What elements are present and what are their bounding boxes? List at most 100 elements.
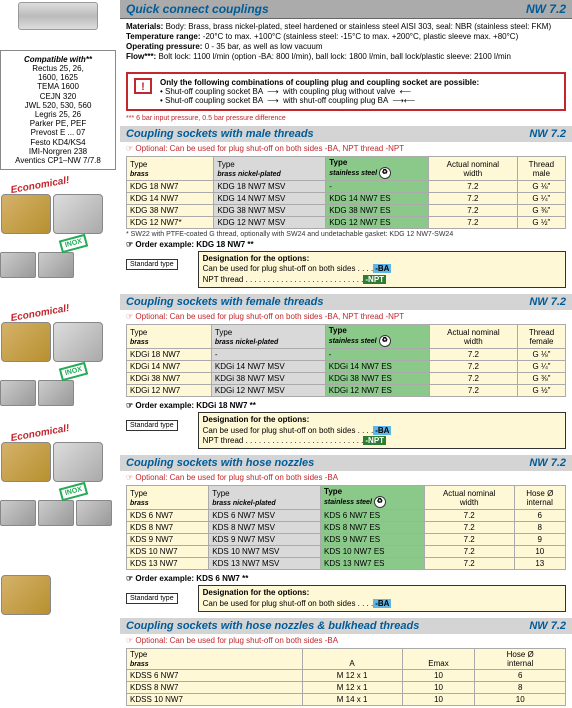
cell-thread: G ⅛"	[517, 181, 565, 193]
cell-a: M 12 x 1	[302, 670, 402, 682]
product-thumb	[0, 441, 116, 483]
brass-coupling-icon	[1, 322, 51, 362]
compat-line: Prevost E ... 07	[5, 128, 111, 137]
cell-brass: KDSS 10 NW7	[127, 694, 303, 706]
inox-stamp-icon: INOX	[59, 362, 89, 382]
cell-steel: -	[326, 181, 429, 193]
pressure-label: Operating pressure:	[126, 42, 202, 51]
table-row: KDG 12 NW7* KDG 12 NW7 MSV KDG 12 NW7 ES…	[127, 217, 566, 229]
cell-width: 7.2	[424, 510, 514, 522]
pressure-text: 0 - 35 bar, as well as low vacuum	[205, 42, 323, 51]
cell-steel: KDG 14 NW7 ES	[326, 193, 429, 205]
compat-line: Rectus 25, 26,	[5, 64, 111, 73]
cell-nickel: KDS 13 NW7 MSV	[209, 558, 321, 570]
th-steel: Typestainless steel♻	[326, 157, 429, 181]
table-row: KDSS 8 NW7 M 12 x 1 10 8	[127, 682, 566, 694]
cell-brass: KDSS 8 NW7	[127, 682, 303, 694]
th-thread: Threadmale	[517, 157, 565, 181]
th-type: Typebrass	[127, 486, 209, 510]
cell-width: 7.2	[429, 193, 518, 205]
warn-l1a: • Shut-off coupling socket BA	[160, 87, 263, 96]
main-code: NW 7.2	[526, 2, 566, 16]
thumb-icon	[0, 252, 36, 278]
cell-steel: KDGi 38 NW7 ES	[325, 373, 429, 385]
inox-stamp-icon: INOX	[59, 482, 89, 502]
tbody-male: KDG 18 NW7 KDG 18 NW7 MSV - 7.2 G ⅛" KDG…	[127, 181, 566, 229]
npt-tag: -NPT	[363, 436, 386, 445]
table-row: KDG 14 NW7 KDG 14 NW7 MSV KDG 14 NW7 ES …	[127, 193, 566, 205]
cell-emax: 10	[402, 670, 475, 682]
cell-steel: KDS 13 NW7 ES	[321, 558, 425, 570]
th-hose: Hose Øinternal	[475, 649, 566, 670]
cell-width: 7.2	[429, 373, 517, 385]
table-row: KDGi 14 NW7 KDGi 14 NW7 MSV KDGi 14 NW7 …	[127, 361, 566, 373]
desig-line1: Can be used for plug shut-off on both si…	[203, 426, 374, 435]
thumb-icon	[0, 500, 36, 526]
flow-footnote: *** 6 bar input pressure, 0.5 bar pressu…	[120, 115, 572, 126]
cell-steel: KDS 10 NW7 ES	[321, 546, 425, 558]
cell-hose: 8	[514, 522, 565, 534]
cell-width: 7.2	[429, 349, 517, 361]
cell-nickel: KDGi 12 NW7 MSV	[211, 385, 325, 397]
section-code: NW 7.2	[529, 128, 566, 140]
designation-row: Standard type Designation for the option…	[120, 412, 572, 455]
cell-steel: KDGi 12 NW7 ES	[325, 385, 429, 397]
table-row: KDGi 38 NW7 KDGi 38 NW7 MSV KDGi 38 NW7 …	[127, 373, 566, 385]
th-emax: Emax	[402, 649, 475, 670]
order-example: ☞ Order example: KDG 18 NW7 **	[120, 238, 572, 251]
cell-hose: 8	[475, 682, 566, 694]
tbody-female: KDGi 18 NW7 - - 7.2 G ⅛" KDGi 14 NW7 KDG…	[127, 349, 566, 397]
compat-line: TEMA 1600	[5, 82, 111, 91]
steel-coupling-icon	[53, 322, 103, 362]
thumb-row	[0, 380, 116, 406]
designation-box: Designation for the options: Can be used…	[198, 585, 566, 612]
section-header-male: Coupling sockets with male threads NW 7.…	[120, 126, 572, 142]
tbody-hose: KDS 6 NW7 KDS 6 NW7 MSV KDS 6 NW7 ES 7.2…	[127, 510, 566, 570]
section-header-female: Coupling sockets with female threads NW …	[120, 294, 572, 310]
cell-nickel: KDGi 14 NW7 MSV	[211, 361, 325, 373]
optional-note: ☞ Optional: Can be used for plug shut-of…	[120, 310, 572, 324]
cell-steel: KDS 9 NW7 ES	[321, 534, 425, 546]
cell-width: 7.2	[429, 181, 518, 193]
warn-l2b: with shut-off coupling plug BA	[283, 96, 388, 105]
cell-brass: KDG 12 NW7*	[127, 217, 214, 229]
warning-content: Only the following combinations of coupl…	[160, 78, 479, 105]
compat-line: CEJN 320	[5, 92, 111, 101]
table-row: KDG 38 NW7 KDG 38 NW7 MSV KDG 38 NW7 ES …	[127, 205, 566, 217]
cell-nickel: KDS 6 NW7 MSV	[209, 510, 321, 522]
cell-nickel: -	[211, 349, 325, 361]
page: Compatible with** Rectus 25, 26, 1600, 1…	[0, 0, 572, 708]
table-row: KDGi 12 NW7 KDGi 12 NW7 MSV KDGi 12 NW7 …	[127, 385, 566, 397]
connector-illustration	[18, 2, 98, 30]
optional-note: ☞ Optional: Can be used for plug shut-of…	[120, 634, 572, 648]
compat-header: Compatible with**	[24, 55, 92, 64]
warning-icon: !	[134, 78, 152, 94]
th-nickel: Typebrass nickel-plated	[211, 325, 325, 349]
th-hose: Hose Øinternal	[514, 486, 565, 510]
cell-hose: 6	[514, 510, 565, 522]
desig-header: Designation for the options:	[203, 415, 310, 424]
recycle-icon: ♻	[373, 495, 387, 509]
materials-label: Materials:	[126, 22, 163, 31]
cell-hose: 10	[475, 694, 566, 706]
main-header: Quick connect couplings NW 7.2	[120, 0, 572, 19]
compatibility-box: Compatible with** Rectus 25, 26, 1600, 1…	[0, 50, 116, 170]
section-title: Coupling sockets with male threads	[126, 128, 314, 140]
thumb-icon	[38, 500, 74, 526]
th-a: A	[302, 649, 402, 670]
thumb-row	[0, 500, 116, 526]
cell-hose: 13	[514, 558, 565, 570]
standard-type-box: Standard type	[126, 420, 178, 431]
cell-nickel: KDG 38 NW7 MSV	[214, 205, 326, 217]
table-row: KDSS 10 NW7 M 14 x 1 10 10	[127, 694, 566, 706]
cell-thread: G ⅜"	[517, 205, 565, 217]
table-row: KDS 10 NW7 KDS 10 NW7 MSV KDS 10 NW7 ES …	[127, 546, 566, 558]
thumb-icon	[0, 380, 36, 406]
cell-steel: -	[325, 349, 429, 361]
cell-hose: 10	[514, 546, 565, 558]
cell-brass: KDG 14 NW7	[127, 193, 214, 205]
table-row: KDG 18 NW7 KDG 18 NW7 MSV - 7.2 G ⅛"	[127, 181, 566, 193]
warn-l2a: • Shut-off coupling socket BA	[160, 96, 263, 105]
compat-line: Festo KD4/KS4	[5, 138, 111, 147]
cell-brass: KDS 10 NW7	[127, 546, 209, 558]
